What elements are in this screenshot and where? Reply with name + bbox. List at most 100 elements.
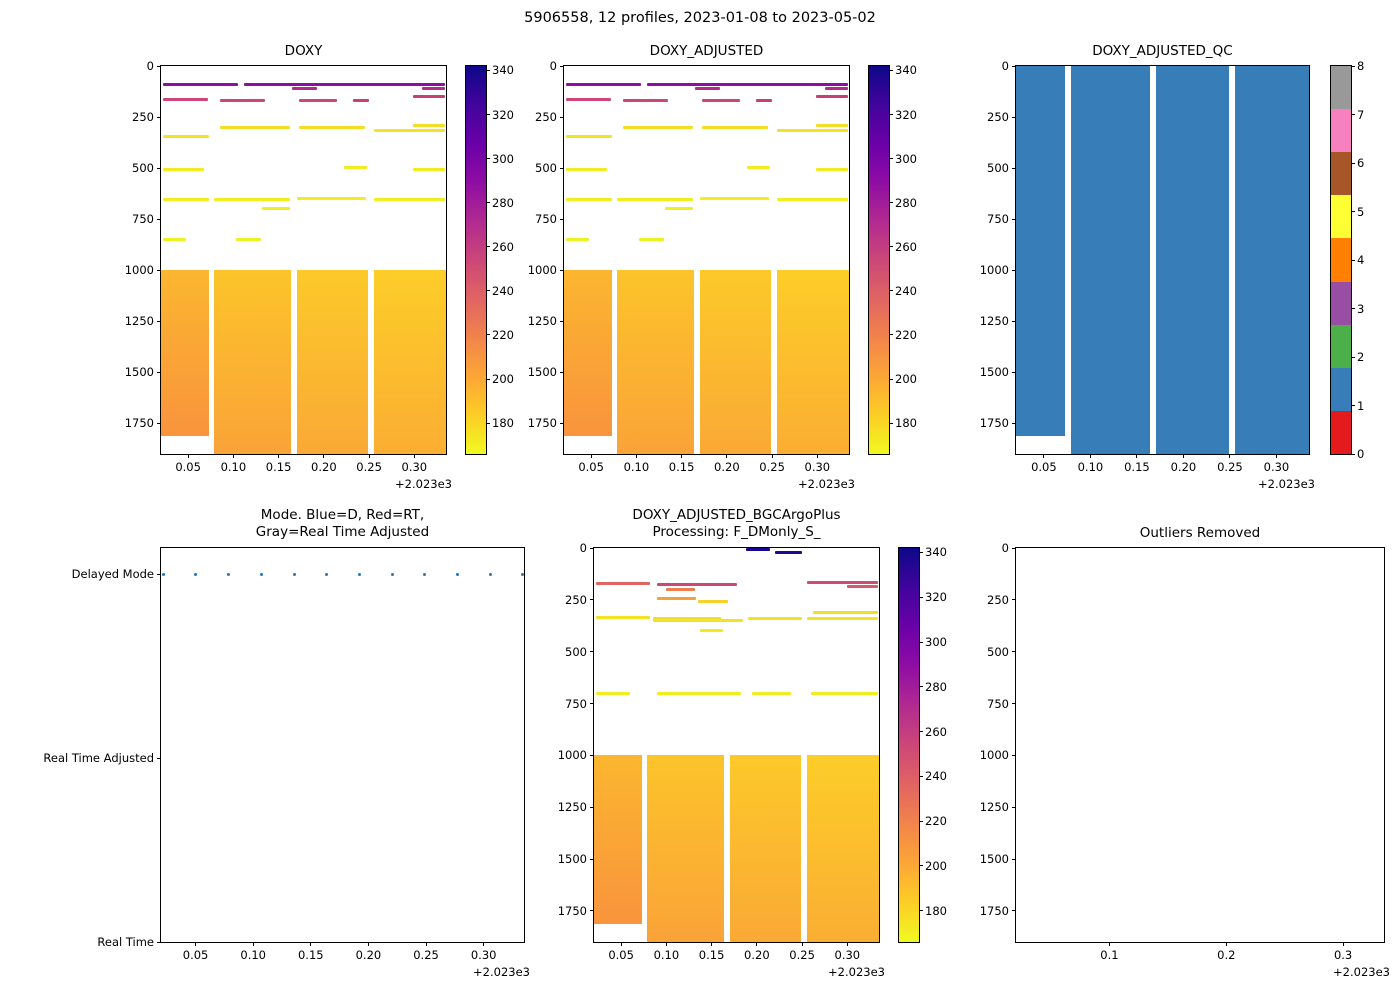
y-tick-mark [1012,371,1016,373]
x-tick-label: 0.25 [413,948,439,962]
y-tick-label: 500 [987,161,1009,176]
x-tick-mark [323,454,325,458]
y-tick-mark [1012,651,1016,653]
y-category-label: Delayed Mode [71,567,154,581]
heatmap-segment [595,582,651,586]
x-tick-mark [1089,454,1091,458]
bgc-colorbar: 180 200 220 240 260 280 300 320 340 [898,545,947,943]
colorbar-tick-label: 340 [895,63,917,78]
heatmap-segment [812,610,879,614]
y-tick-label: 500 [987,644,1009,659]
outliers-plot: 0.1 0.2 0.3 0 250 500 750 1000 1250 1500 1750 +2.02… [980,541,1390,979]
colorbar-tick-mark [889,290,893,292]
heatmap-block [776,270,849,454]
y-tick-mark [560,116,564,118]
heatmap-block [296,270,369,454]
heatmap-segment [219,99,266,103]
heatmap-segment [657,691,742,695]
y-tick-mark [1012,422,1016,424]
y-tick-mark [590,651,594,653]
heatmap-segment [352,98,370,102]
y-tick-label: 1500 [979,852,1009,867]
colorbar-tick-label: 320 [925,590,947,605]
colorbar-tick-label: 0 [1357,447,1365,461]
colorbar-tick-mark [919,686,923,688]
heatmap-segment [292,87,317,91]
y-tick-mark [157,269,161,271]
qc-heatmap: 0.05 0.10 0.15 0.20 0.25 0.30 0 250 500 750 1000 12… [980,59,1315,491]
y-tick-label: 750 [535,212,557,227]
heatmap-segment [666,587,696,591]
heatmap-segment [665,207,694,211]
x-tick-mark [187,454,189,458]
colorbar-tick-label: 240 [492,283,514,298]
y-tick-label: 1500 [124,365,154,380]
y-tick-mark [560,65,564,67]
x-tick-mark [252,942,254,946]
colorbar-band [1331,324,1351,369]
x-tick-mark [1182,454,1184,458]
x-axis-offset-label: +2.023e3 [1333,965,1390,979]
y-tick-label: 1250 [557,800,587,815]
x-tick-label: 0.25 [1217,460,1243,474]
colorbar-tick-mark [1351,405,1355,406]
y-tick-mark [560,320,564,322]
colorbar-tick-label: 180 [492,416,514,431]
heatmap-segment [752,691,792,695]
y-tick-label: 1250 [979,314,1009,329]
y-tick-mark [157,320,161,322]
colorbar-tick-mark [889,422,893,424]
y-category-label: Real Time [97,935,154,949]
x-tick-label: 0.30 [804,460,831,474]
colorbar-tick-label: 3 [1357,301,1365,316]
colorbar-tick-mark [486,334,490,336]
colorbar-tick-mark [919,641,923,643]
qc-colorbar: 0 1 2 3 4 5 6 7 8 [1330,59,1364,461]
colorbar-tick-mark [919,551,923,553]
heatmap-block [617,270,695,454]
y-tick-label: 750 [565,696,587,711]
y-tick-mark [1012,910,1016,912]
colorbar-tick-label: 220 [925,814,947,829]
x-tick-label: 0.30 [1263,460,1290,474]
colorbar-tick-mark [889,378,893,380]
x-tick-label: 0.05 [1031,460,1057,474]
x-tick-label: 0.10 [240,948,266,962]
heatmap-block [564,270,612,436]
x-tick-mark [1275,454,1277,458]
y-tick-label: 0 [146,59,154,73]
colorbar-tick-label: 260 [925,724,947,739]
heatmap-segment [565,98,612,102]
x-tick-mark [816,454,818,458]
x-tick-mark [665,942,667,946]
heatmap-segment [595,616,651,620]
colorbar-tick-mark [919,820,923,822]
heatmap-segment [236,237,261,241]
colorbar-tick-label: 4 [1357,253,1365,267]
colorbar-tick-label: 320 [895,107,917,122]
y-tick-label: 1750 [979,416,1009,431]
heatmap-segment [412,95,446,99]
x-tick-mark [368,454,370,458]
heatmap-segment [806,617,879,621]
x-tick-mark [1342,942,1344,946]
heatmap-segment [296,197,367,201]
y-tick-mark [560,269,564,271]
heatmap-segment [162,197,209,201]
mode-plot-title-line1: Mode. Blue=D, Red=RT, [260,507,425,523]
y-tick-mark [1012,269,1016,271]
colorbar-tick-mark [1351,211,1355,212]
colorbar-band [1331,152,1351,196]
y-tick-mark [590,858,594,860]
y-tick-label: 1750 [979,903,1009,918]
bgc-plot-title-line1: DOXY_ADJUSTED_BGCArgoPlus [632,507,841,523]
profile-dot [521,572,524,576]
x-tick-label: 0.20 [311,460,337,474]
profile-dot [259,572,263,576]
x-tick-mark [801,942,803,946]
y-tick-mark [157,116,161,118]
heatmap-segment [847,585,879,589]
x-tick-mark [278,454,280,458]
heatmap-segment [755,98,773,102]
heatmap-segment [262,207,291,211]
